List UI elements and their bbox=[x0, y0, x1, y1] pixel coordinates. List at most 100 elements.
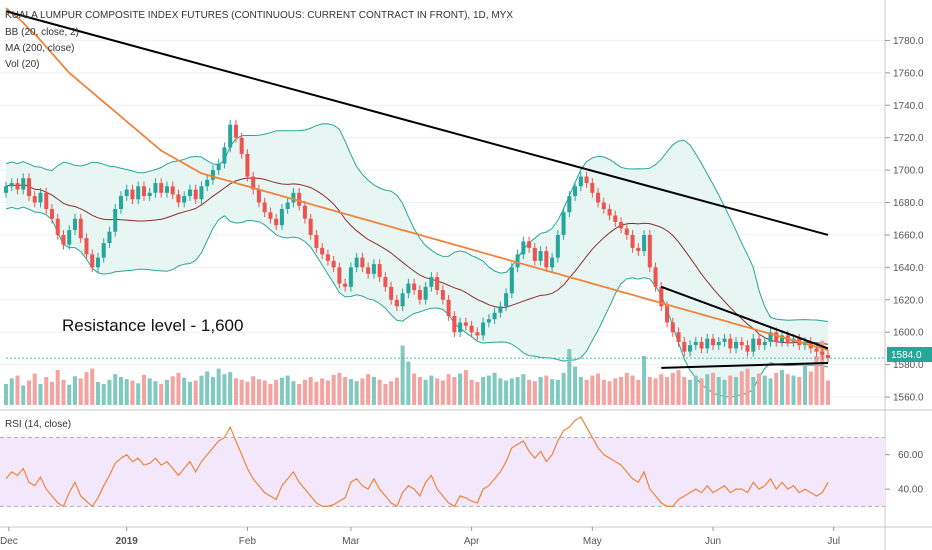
volume-bar bbox=[245, 381, 250, 405]
volume-bar bbox=[55, 370, 60, 405]
volume-bar bbox=[734, 377, 739, 405]
volume-bar bbox=[182, 377, 187, 405]
candle-body bbox=[699, 341, 704, 349]
volume-bar bbox=[210, 377, 215, 405]
candle-body bbox=[331, 260, 336, 268]
candle-body bbox=[222, 147, 227, 164]
volume-bar bbox=[153, 381, 158, 405]
volume-bar bbox=[521, 374, 526, 405]
volume-bar bbox=[774, 372, 779, 405]
volume-bar bbox=[44, 377, 49, 405]
volume-bar bbox=[429, 375, 434, 405]
candle-body bbox=[285, 202, 290, 209]
rsi-tick-label: 40.00 bbox=[898, 485, 923, 496]
volume-bar bbox=[360, 378, 365, 405]
candle-body bbox=[659, 286, 664, 307]
candle-body bbox=[84, 238, 89, 255]
candle-body bbox=[32, 196, 37, 203]
candle-body bbox=[199, 186, 204, 200]
volume-bar bbox=[366, 374, 371, 405]
candle-body bbox=[762, 341, 767, 346]
x-tick-label: Jul bbox=[827, 536, 840, 547]
volume-bar bbox=[596, 373, 601, 405]
candle-body bbox=[590, 183, 595, 193]
candle-body bbox=[95, 257, 100, 268]
candle-body bbox=[567, 196, 572, 213]
candle-body bbox=[492, 312, 497, 320]
candle-body bbox=[113, 209, 118, 232]
bb-lower-line bbox=[5, 206, 829, 398]
x-tick-label: Feb bbox=[239, 536, 257, 547]
y-tick-label: 1660.0 bbox=[893, 230, 924, 241]
candle-body bbox=[101, 243, 106, 258]
candle-body bbox=[107, 231, 112, 244]
volume-bar bbox=[498, 378, 503, 405]
volume-bar bbox=[107, 379, 112, 405]
volume-bar bbox=[509, 378, 514, 405]
volume-bar bbox=[205, 371, 210, 405]
candle-body bbox=[636, 247, 641, 252]
candle-body bbox=[176, 194, 181, 203]
volume-bar bbox=[61, 379, 66, 405]
candle-body bbox=[366, 267, 371, 274]
candle-body bbox=[440, 290, 445, 300]
candle-body bbox=[262, 202, 267, 213]
candle-body bbox=[745, 345, 750, 352]
candle-body bbox=[653, 267, 658, 287]
volume-bar bbox=[544, 375, 549, 405]
candle-body bbox=[429, 277, 434, 287]
volume-bar bbox=[113, 374, 118, 405]
ma200-line bbox=[5, 7, 829, 351]
volume-bar bbox=[785, 374, 790, 405]
volume-bar bbox=[768, 378, 773, 405]
candle-body bbox=[423, 286, 428, 300]
chart-title: KUALA LUMPUR COMPOSITE INDEX FUTURES (CO… bbox=[5, 10, 513, 21]
volume-bar bbox=[412, 373, 417, 405]
candle-body bbox=[314, 234, 319, 248]
candle-body bbox=[406, 283, 411, 294]
candle-body bbox=[216, 163, 221, 171]
x-tick-label: Jun bbox=[705, 536, 721, 547]
candle-body bbox=[274, 218, 279, 226]
candle-body bbox=[486, 319, 491, 323]
x-tick-label: 2019 bbox=[116, 536, 139, 547]
volume-bar bbox=[141, 374, 146, 405]
candle-body bbox=[412, 283, 417, 291]
candle-body bbox=[601, 202, 606, 209]
volume-bar bbox=[619, 377, 624, 405]
legend-ma: MA (200, close) bbox=[5, 43, 74, 54]
volume-bar bbox=[320, 378, 325, 405]
candle-body bbox=[159, 183, 164, 193]
volume-bar bbox=[561, 372, 566, 405]
volume-bar bbox=[492, 372, 497, 405]
volume-bar bbox=[371, 377, 376, 405]
candle-body bbox=[170, 186, 175, 195]
y-tick-label: 1600.0 bbox=[893, 328, 924, 339]
candle-body bbox=[49, 209, 54, 219]
volume-bar bbox=[791, 375, 796, 405]
volume-bar bbox=[67, 384, 72, 405]
volume-bar bbox=[256, 379, 261, 405]
volume-bar bbox=[187, 381, 192, 405]
x-tick-label: May bbox=[583, 536, 602, 547]
volume-bars bbox=[3, 340, 831, 405]
candle-body bbox=[245, 153, 250, 177]
volume-bar bbox=[808, 371, 813, 405]
candle-body bbox=[607, 209, 612, 216]
candle-body bbox=[400, 293, 405, 307]
trendline bbox=[661, 361, 829, 369]
candle-body bbox=[693, 341, 698, 346]
volume-bar bbox=[233, 378, 238, 405]
volume-bar bbox=[406, 361, 411, 405]
candle-body bbox=[55, 218, 60, 235]
volume-bar bbox=[417, 377, 422, 405]
candle-body bbox=[613, 215, 618, 222]
volume-bar bbox=[199, 375, 204, 405]
candle-body bbox=[3, 186, 9, 193]
candle-body bbox=[458, 322, 463, 333]
candle-body bbox=[15, 183, 20, 190]
volume-bar bbox=[348, 379, 353, 405]
candle-body bbox=[780, 335, 785, 342]
candle-body bbox=[555, 234, 560, 258]
